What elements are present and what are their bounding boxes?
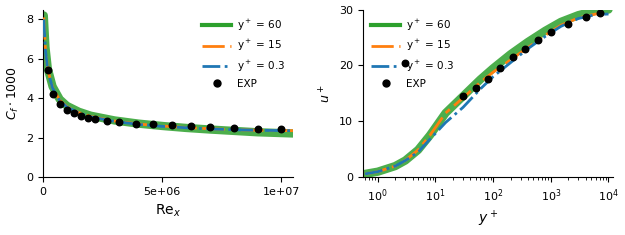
Point <box>91 117 101 121</box>
Point <box>55 102 65 106</box>
Point <box>102 119 112 123</box>
Legend: y$^+$ = 60, y$^+$ = 15, y$^+$ = 0.3, EXP: y$^+$ = 60, y$^+$ = 15, y$^+$ = 0.3, EXP <box>368 15 457 92</box>
Point <box>458 94 468 98</box>
X-axis label: $\mathrm{Re}_x$: $\mathrm{Re}_x$ <box>155 203 181 219</box>
Point <box>253 127 262 130</box>
Point <box>471 86 481 90</box>
Point <box>519 47 529 51</box>
Point <box>276 127 286 131</box>
Point <box>76 114 86 118</box>
Point <box>186 124 196 128</box>
Point <box>205 125 215 129</box>
Point <box>495 66 505 70</box>
Legend: y$^+$ = 60, y$^+$ = 15, y$^+$ = 0.3, EXP: y$^+$ = 60, y$^+$ = 15, y$^+$ = 0.3, EXP <box>199 15 288 92</box>
Point <box>533 39 543 42</box>
Point <box>69 111 79 115</box>
Point <box>229 126 239 129</box>
Point <box>594 12 604 15</box>
X-axis label: $y^+$: $y^+$ <box>478 209 498 229</box>
Point <box>62 108 72 112</box>
Y-axis label: $C_f \cdot 1000$: $C_f \cdot 1000$ <box>6 67 21 120</box>
Y-axis label: $u^+$: $u^+$ <box>318 84 334 103</box>
Point <box>581 15 591 19</box>
Point <box>114 120 124 124</box>
Point <box>508 55 518 59</box>
Point <box>167 123 177 127</box>
Point <box>83 116 93 120</box>
Point <box>401 61 411 65</box>
Point <box>148 122 158 126</box>
Point <box>131 122 141 125</box>
Point <box>546 30 556 34</box>
Point <box>563 22 573 25</box>
Point <box>48 93 58 96</box>
Point <box>482 78 492 81</box>
Point <box>43 68 53 72</box>
